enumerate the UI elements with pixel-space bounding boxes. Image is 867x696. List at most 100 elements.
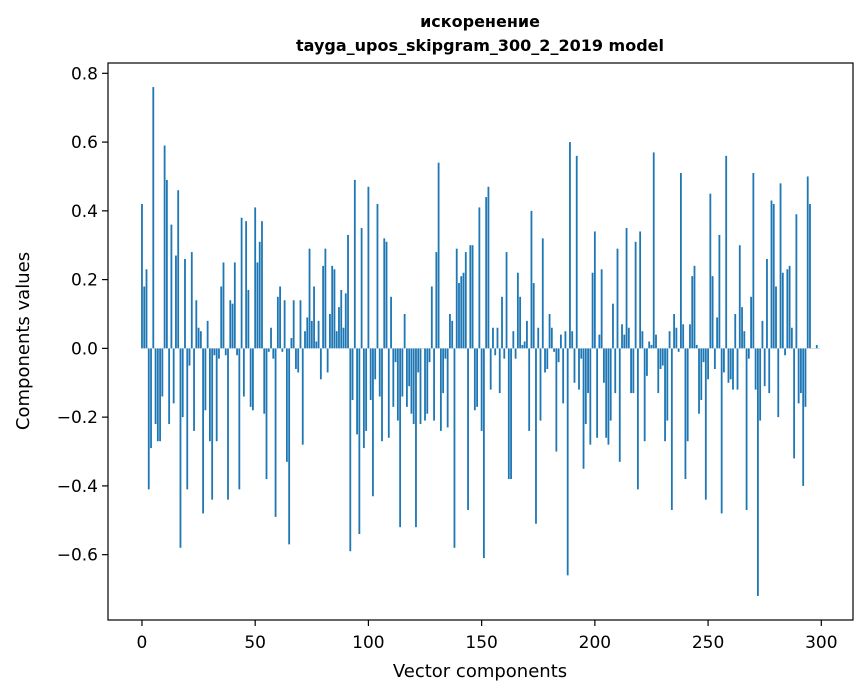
- x-tick-label-300: 300: [805, 633, 837, 653]
- bar-95: [356, 348, 358, 435]
- bar-82: [326, 348, 329, 373]
- bar-138: [453, 348, 456, 548]
- bar-112: [394, 348, 397, 363]
- bar-27: [202, 348, 205, 514]
- bar-179: [546, 348, 549, 370]
- bar-163: [510, 348, 512, 480]
- bar-282: [779, 183, 782, 349]
- bar-229: [659, 348, 662, 370]
- bar-1: [143, 286, 146, 349]
- bar-147: [473, 348, 476, 411]
- bar-47: [247, 289, 250, 349]
- bar-11: [165, 179, 168, 349]
- bar-277: [768, 348, 771, 394]
- bar-182: [553, 348, 555, 352]
- bar-275: [763, 348, 766, 387]
- bar-106: [381, 348, 383, 442]
- bar-271: [754, 348, 757, 390]
- bar-84: [331, 265, 334, 349]
- bar-104: [376, 203, 379, 349]
- bar-160: [503, 348, 506, 359]
- bar-195: [582, 348, 585, 469]
- y-tick-label-1: −0.4: [57, 477, 98, 497]
- bar-220: [639, 231, 642, 349]
- bar-266: [743, 331, 746, 349]
- bar-107: [383, 238, 386, 349]
- bar-287: [790, 327, 793, 349]
- bar-270: [752, 173, 755, 349]
- bar-57: [270, 327, 272, 349]
- bar-114: [399, 348, 402, 528]
- bar-18: [181, 348, 184, 418]
- bar-129: [433, 348, 435, 421]
- bar-140: [458, 283, 460, 349]
- bar-235: [673, 313, 676, 349]
- bar-71: [301, 348, 304, 445]
- bar-161: [505, 252, 508, 349]
- bar-14: [172, 348, 175, 404]
- bar-202: [598, 334, 601, 349]
- bar-139: [455, 248, 458, 349]
- bar-201: [596, 348, 599, 438]
- bar-13: [170, 224, 173, 349]
- bar-29: [206, 320, 209, 349]
- bar-85: [333, 269, 336, 349]
- bar-256: [720, 348, 723, 514]
- bar-261: [732, 348, 734, 390]
- bar-174: [535, 348, 537, 524]
- bar-223: [646, 348, 648, 376]
- bar-43: [238, 348, 241, 490]
- bar-117: [406, 348, 408, 407]
- bar-264: [738, 245, 741, 349]
- bar-278: [770, 200, 773, 349]
- bar-292: [802, 348, 805, 486]
- plot-frame: [107, 62, 854, 621]
- bar-7: [156, 348, 159, 442]
- bar-265: [741, 307, 743, 349]
- bar-221: [641, 331, 644, 349]
- bar-178: [544, 348, 546, 373]
- y-tick-label-3: 0.0: [71, 339, 98, 359]
- bar-55: [265, 348, 268, 480]
- bar-215: [627, 327, 630, 349]
- bar-65: [288, 348, 291, 545]
- bar-153: [487, 186, 490, 349]
- bar-165: [514, 348, 517, 359]
- bar-80: [322, 265, 325, 349]
- bar-259: [727, 348, 730, 383]
- bar-12: [168, 348, 171, 425]
- bar-194: [580, 348, 583, 359]
- bar-190: [571, 331, 574, 349]
- bar-295: [809, 203, 811, 349]
- bar-120: [412, 348, 415, 425]
- bar-78: [317, 320, 320, 349]
- bar-199: [591, 272, 594, 349]
- bar-128: [430, 286, 433, 349]
- bar-20: [186, 348, 189, 490]
- y-tick-label-4: 0.2: [71, 271, 98, 291]
- bar-253: [713, 348, 716, 370]
- bar-136: [449, 313, 451, 349]
- bar-262: [734, 313, 737, 349]
- bar-6: [154, 348, 157, 425]
- bar-177: [541, 238, 544, 349]
- bar-298: [815, 344, 818, 349]
- bar-176: [539, 348, 542, 421]
- x-axis-label: Vector components: [393, 661, 567, 682]
- bar-41: [233, 262, 236, 349]
- bar-150: [480, 348, 483, 431]
- bar-214: [625, 228, 628, 349]
- bar-240: [684, 348, 687, 480]
- bar-8: [159, 348, 161, 442]
- bar-116: [403, 313, 406, 349]
- bar-58: [272, 348, 275, 359]
- bar-209: [614, 348, 617, 394]
- bar-38: [227, 348, 229, 500]
- bar-72: [304, 331, 306, 349]
- bar-180: [548, 313, 551, 349]
- bar-152: [485, 197, 488, 349]
- bar-3: [147, 348, 150, 490]
- bar-135: [446, 348, 449, 428]
- bar-284: [784, 348, 786, 356]
